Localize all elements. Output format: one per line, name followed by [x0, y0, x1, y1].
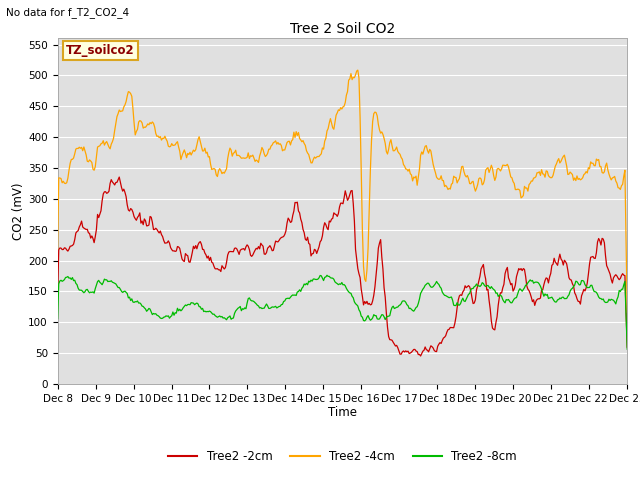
Y-axis label: CO2 (mV): CO2 (mV): [12, 182, 26, 240]
Legend: Tree2 -2cm, Tree2 -4cm, Tree2 -8cm: Tree2 -2cm, Tree2 -4cm, Tree2 -8cm: [163, 445, 522, 468]
X-axis label: Time: Time: [328, 407, 357, 420]
Title: Tree 2 Soil CO2: Tree 2 Soil CO2: [290, 22, 395, 36]
Text: No data for f_T2_CO2_4: No data for f_T2_CO2_4: [6, 7, 129, 18]
Text: TZ_soilco2: TZ_soilco2: [66, 44, 135, 57]
